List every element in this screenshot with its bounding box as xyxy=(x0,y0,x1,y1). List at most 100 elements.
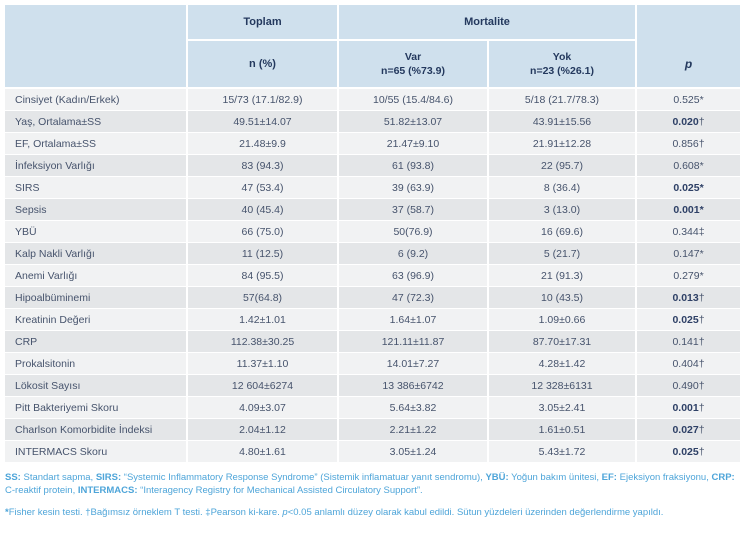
var-title: Var xyxy=(404,51,422,63)
mortalite-yok-value-cell: 5 (21.7) xyxy=(487,242,637,265)
table-row: Cinsiyet (Kadın/Erkek) 15/73 (17.1/82.9) 1… xyxy=(3,87,742,111)
p-value-number: 0.020 xyxy=(672,115,699,128)
p-header: p xyxy=(635,3,742,89)
toplam-value-cell: 1.42±1.01 xyxy=(186,308,339,331)
p-value-cell: 0.025* xyxy=(635,176,742,199)
var-subtitle: n=65 (%73.9) xyxy=(381,65,445,77)
p-value-number: 0.001 xyxy=(672,401,699,414)
p-value-number: 0.027 xyxy=(672,423,699,436)
p-value-number: 0.404 xyxy=(672,357,699,370)
p-value-cell: 0.025† xyxy=(635,440,742,463)
mortalite-yok-value-cell: 87.70±17.31 xyxy=(487,330,637,353)
p-value-test-marker: * xyxy=(699,247,704,260)
table-row: Anemi Varlığı 84 (95.5) 63 (96.9) 21 (91.3)… xyxy=(3,264,742,287)
footnote-segment: SIRS: xyxy=(95,472,122,483)
table-row: Lökosit Sayısı 12 604±6274 13 386±6742 12 3… xyxy=(3,374,742,397)
p-value-test-marker: † xyxy=(698,445,705,458)
footnote-segment: Ejeksiyon fraksiyonu, xyxy=(616,472,712,483)
row-label-cell: İnfeksiyon Varlığı xyxy=(3,154,188,177)
mortalite-var-value-cell: 21.47±9.10 xyxy=(337,132,489,155)
p-value-test-marker: † xyxy=(698,137,705,150)
mortalite-var-value-cell: 13 386±6742 xyxy=(337,374,489,397)
mortalite-var-value-cell: 61 (93.8) xyxy=(337,154,489,177)
mortalite-var-value-cell: 51.82±13.07 xyxy=(337,110,489,133)
p-value-cell: 0.525* xyxy=(635,87,742,111)
footnote-segment: Fisher kesin testi. †Bağımsız örneklem T… xyxy=(8,507,283,518)
toplam-value-cell: 15/73 (17.1/82.9) xyxy=(186,87,339,111)
footnote-segment: “Interagency Registry for Mechanical Ass… xyxy=(137,485,423,496)
footnote-segment: <0.05 anlamlı düzey olarak kabul edildi.… xyxy=(287,507,664,518)
p-value-test-marker: † xyxy=(698,357,705,370)
p-value-number: 0.525 xyxy=(673,93,700,106)
footnote-segment: SS: xyxy=(5,472,21,483)
row-label-cell: EF, Ortalama±SS xyxy=(3,132,188,155)
mortalite-yok-value-cell: 10 (43.5) xyxy=(487,286,637,309)
p-value-number: 0.279 xyxy=(673,269,700,282)
p-value-number: 0.013 xyxy=(672,291,699,304)
mortalite-yok-value-cell: 5/18 (21.7/78.3) xyxy=(487,87,637,111)
table-row: YBÜ 66 (75.0) 50(76.9) 16 (69.6) 0.344‡ xyxy=(3,220,742,243)
p-value-number: 0.147 xyxy=(673,247,700,260)
p-value-cell: 0.001† xyxy=(635,396,742,419)
toplam-value-cell: 11.37±1.10 xyxy=(186,352,339,375)
table-body: Cinsiyet (Kadın/Erkek) 15/73 (17.1/82.9) 1… xyxy=(3,87,742,463)
p-value-cell: 0.490† xyxy=(635,374,742,397)
mortalite-var-value-cell: 14.01±7.27 xyxy=(337,352,489,375)
mortalite-var-value-cell: 3.05±1.24 xyxy=(337,440,489,463)
p-value-number: 0.141 xyxy=(672,335,699,348)
p-value-cell: 0.147* xyxy=(635,242,742,265)
mortalite-yok-value-cell: 43.91±15.56 xyxy=(487,110,637,133)
p-value-test-marker: † xyxy=(698,313,705,326)
table-row: INTERMACS Skoru 4.80±1.61 3.05±1.24 5.43±1.… xyxy=(3,440,742,463)
p-value-number: 0.490 xyxy=(672,379,699,392)
table-row: Pitt Bakteriyemi Skoru 4.09±3.07 5.64±3.82… xyxy=(3,396,742,419)
p-value-number: 0.001 xyxy=(673,203,700,216)
row-label-cell: Yaş, Ortalama±SS xyxy=(3,110,188,133)
toplam-value-cell: 2.04±1.12 xyxy=(186,418,339,441)
corner-cell xyxy=(3,3,188,89)
mortalite-yok-value-cell: 22 (95.7) xyxy=(487,154,637,177)
var-header: Var n=65 (%73.9) xyxy=(337,39,489,89)
p-value-number: 0.856 xyxy=(672,137,699,150)
mortalite-yok-value-cell: 4.28±1.42 xyxy=(487,352,637,375)
table-row: CRP 112.38±30.25 121.11±11.87 87.70±17.31 0.… xyxy=(3,330,742,353)
p-value-test-marker: * xyxy=(699,203,704,216)
row-label-cell: Kalp Nakli Varlığı xyxy=(3,242,188,265)
table-row: Hipoalbüminemi 57(64.8) 47 (72.3) 10 (43.5)… xyxy=(3,286,742,309)
row-label-cell: Cinsiyet (Kadın/Erkek) xyxy=(3,87,188,111)
toplam-value-cell: 11 (12.5) xyxy=(186,242,339,265)
footnote-segment: Yoğun bakım ünitesi, xyxy=(508,472,602,483)
mortalite-var-value-cell: 50(76.9) xyxy=(337,220,489,243)
toplam-value-cell: 83 (94.3) xyxy=(186,154,339,177)
p-value-test-marker: † xyxy=(698,379,705,392)
table-row: Yaş, Ortalama±SS 49.51±14.07 51.82±13.07 43… xyxy=(3,110,742,133)
row-label-cell: Sepsis xyxy=(3,198,188,221)
p-value-number: 0.025 xyxy=(673,181,700,194)
row-label-cell: Anemi Varlığı xyxy=(3,264,188,287)
mortalite-var-value-cell: 121.11±11.87 xyxy=(337,330,489,353)
row-label-cell: Lökosit Sayısı xyxy=(3,374,188,397)
p-value-cell: 0.141† xyxy=(635,330,742,353)
table-row: Sepsis 40 (45.4) 37 (58.7) 3 (13.0) 0.001* xyxy=(3,198,742,221)
row-label-cell: Hipoalbüminemi xyxy=(3,286,188,309)
p-value-test-marker: † xyxy=(698,115,705,128)
row-label-cell: Kreatinin Değeri xyxy=(3,308,188,331)
p-value-cell: 0.025† xyxy=(635,308,742,331)
table-row: Prokalsitonin 11.37±1.10 14.01±7.27 4.28±1.… xyxy=(3,352,742,375)
mortalite-var-value-cell: 37 (58.7) xyxy=(337,198,489,221)
toplam-value-cell: 12 604±6274 xyxy=(186,374,339,397)
p-value-number: 0.025 xyxy=(672,313,699,326)
header-row-1: Toplam Mortalite p xyxy=(3,3,742,89)
toplam-value-cell: 84 (95.5) xyxy=(186,264,339,287)
table-row: Kalp Nakli Varlığı 11 (12.5) 6 (9.2) 5 (21.… xyxy=(3,242,742,265)
p-value-test-marker: * xyxy=(699,181,704,194)
yok-subtitle: n=23 (%26.1) xyxy=(530,65,594,77)
mortalite-yok-value-cell: 1.09±0.66 xyxy=(487,308,637,331)
p-value-number: 0.025 xyxy=(672,445,699,458)
yok-title: Yok xyxy=(552,51,572,63)
p-value-cell: 0.001* xyxy=(635,198,742,221)
mortalite-var-value-cell: 10/55 (15.4/84.6) xyxy=(337,87,489,111)
p-value-number: 0.344 xyxy=(672,225,699,238)
p-value-cell: 0.404† xyxy=(635,352,742,375)
table-row: Kreatinin Değeri 1.42±1.01 1.64±1.07 1.09±0… xyxy=(3,308,742,331)
